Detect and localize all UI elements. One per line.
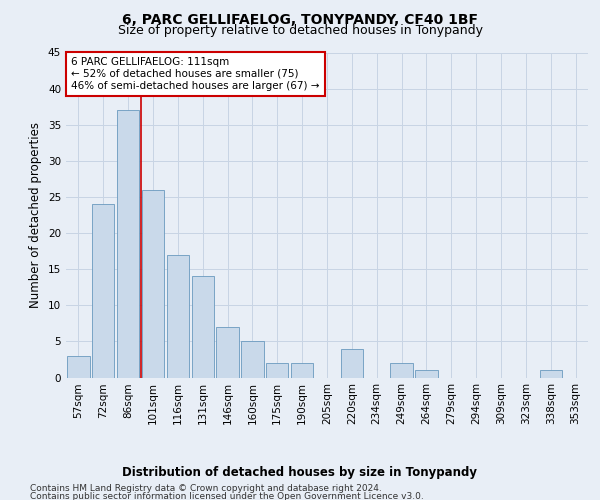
Bar [217, 327, 239, 378]
Text: 6, PARC GELLIFAELOG, TONYPANDY, CF40 1BF: 6, PARC GELLIFAELOG, TONYPANDY, CF40 1BF [122, 12, 478, 26]
Bar [117, 110, 139, 378]
Text: Distribution of detached houses by size in Tonypandy: Distribution of detached houses by size … [122, 466, 478, 479]
Text: Size of property relative to detached houses in Tonypandy: Size of property relative to detached ho… [118, 24, 482, 37]
Bar [67, 356, 89, 378]
Bar [291, 363, 313, 378]
Y-axis label: Number of detached properties: Number of detached properties [29, 122, 43, 308]
Bar [266, 363, 289, 378]
Bar [241, 342, 263, 378]
Bar [415, 370, 437, 378]
Bar [142, 190, 164, 378]
Bar [167, 254, 189, 378]
Text: Contains HM Land Registry data © Crown copyright and database right 2024.: Contains HM Land Registry data © Crown c… [30, 484, 382, 493]
Bar [341, 348, 363, 378]
Bar [191, 276, 214, 378]
Bar [539, 370, 562, 378]
Bar [391, 363, 413, 378]
Text: 6 PARC GELLIFAELOG: 111sqm
← 52% of detached houses are smaller (75)
46% of semi: 6 PARC GELLIFAELOG: 111sqm ← 52% of deta… [71, 58, 320, 90]
Text: Contains public sector information licensed under the Open Government Licence v3: Contains public sector information licen… [30, 492, 424, 500]
Bar [92, 204, 115, 378]
